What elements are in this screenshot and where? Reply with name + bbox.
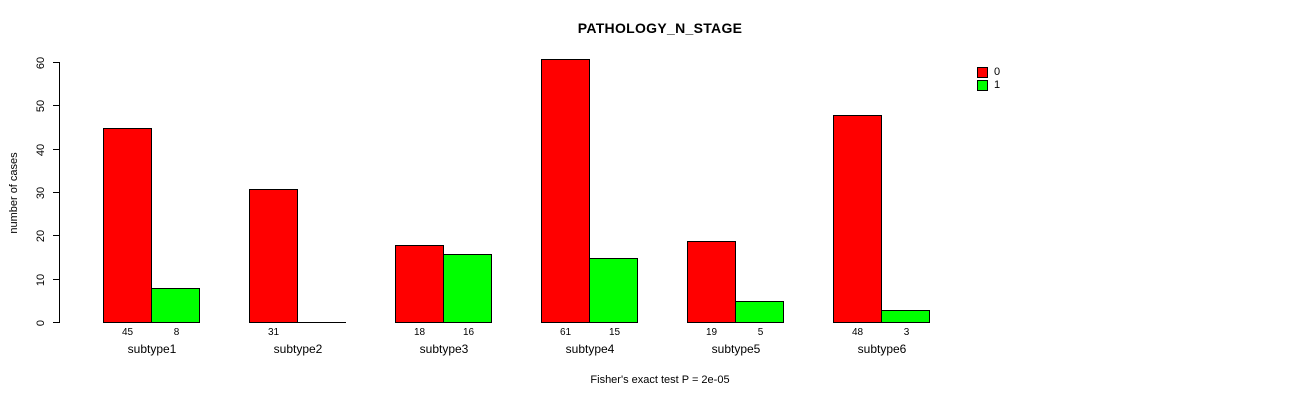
bar-subtype5-series-0 [687, 241, 736, 323]
y-tick-label-text: 60 [35, 56, 47, 70]
category-label-subtype6: subtype6 [857, 342, 907, 356]
bar-subtype3-series-1 [443, 254, 492, 323]
y-axis-title-text: number of cases [8, 152, 20, 234]
bar-count-label: 31 [267, 327, 280, 338]
bar-count-label: 18 [413, 327, 426, 338]
category-label-subtype2: subtype2 [273, 342, 323, 356]
bar-subtype1-series-0 [103, 128, 152, 323]
bar-subtype4-series-1 [589, 258, 638, 323]
y-tick-label-text: 40 [35, 143, 47, 157]
bar-subtype5-series-1 [735, 301, 784, 323]
y-tick-label-text: 10 [35, 273, 47, 287]
y-tick-label-text: 0 [35, 319, 47, 327]
chart-title: PATHOLOGY_N_STAGE [577, 20, 743, 36]
legend-item-1: 1 [977, 79, 1000, 92]
bar-count-label: 45 [121, 327, 134, 338]
category-label-subtype5: subtype5 [711, 342, 761, 356]
bar-subtype6-series-1 [881, 310, 930, 323]
legend-label: 1 [994, 79, 1001, 91]
annotation-fisher-test: Fisher's exact test P = 2e-05 [590, 374, 730, 386]
y-tick [53, 279, 60, 280]
legend-swatch-0 [977, 67, 988, 78]
category-label-subtype1: subtype1 [127, 342, 177, 356]
bar-count-label: 16 [462, 327, 475, 338]
y-tick [53, 149, 60, 150]
y-tick-label-text: 30 [35, 186, 47, 200]
y-tick-label-text: 20 [35, 229, 47, 243]
y-tick [53, 322, 60, 323]
bar-count-label: 48 [851, 327, 864, 338]
bar-count-label: 19 [705, 327, 718, 338]
bar-count-label: 15 [608, 327, 621, 338]
bar-count-label: 5 [757, 327, 764, 338]
bar-subtype3-series-0 [395, 245, 444, 323]
y-tick [53, 235, 60, 236]
legend-swatch-1 [977, 80, 988, 91]
legend-label: 0 [994, 66, 1001, 78]
bar-count-label: 61 [559, 327, 572, 338]
category-label-subtype4: subtype4 [565, 342, 615, 356]
legend-item-0: 0 [977, 66, 1000, 79]
bar-subtype4-series-0 [541, 59, 590, 323]
y-tick [53, 192, 60, 193]
bar-count-label: 3 [903, 327, 910, 338]
zero-bar-subtype2-series-1 [297, 322, 346, 323]
y-tick [53, 62, 60, 63]
y-tick-label-text: 50 [35, 99, 47, 113]
y-tick [53, 105, 60, 106]
bar-count-label: 8 [173, 327, 180, 338]
bar-subtype1-series-1 [151, 288, 200, 323]
bar-subtype2-series-0 [249, 189, 298, 323]
bar-subtype6-series-0 [833, 115, 882, 323]
category-label-subtype3: subtype3 [419, 342, 469, 356]
